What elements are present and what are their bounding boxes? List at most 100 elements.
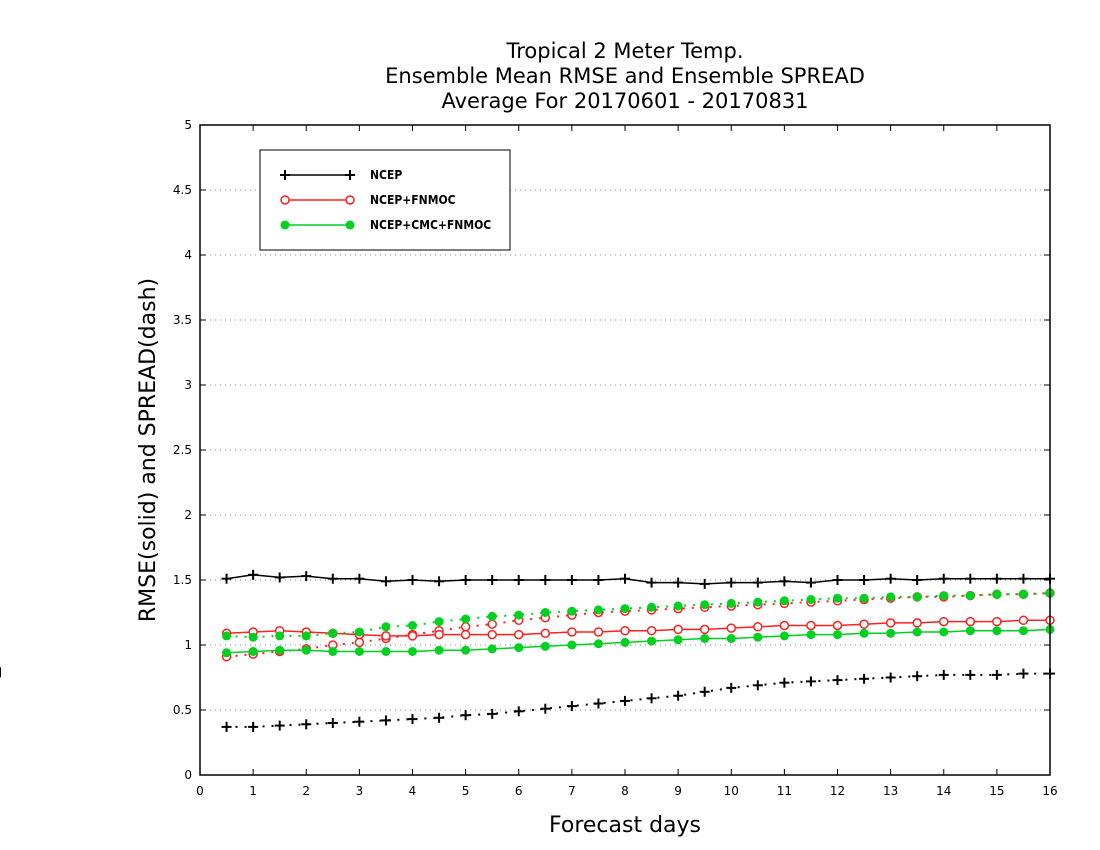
rmse-point [354, 573, 365, 584]
rmse-line [226, 574, 1050, 585]
rmse-point [806, 630, 816, 640]
rmse-point [833, 630, 842, 640]
y-tick-label: 3.5 [173, 313, 192, 327]
rmse-point [647, 636, 657, 646]
rmse-point [646, 577, 657, 588]
rmse-line [226, 628, 1051, 654]
spread-point [620, 604, 630, 614]
rmse-point [779, 576, 790, 587]
spread-point [991, 669, 1002, 680]
rmse-point [779, 631, 789, 641]
spread-point [726, 598, 736, 608]
spread-point [938, 669, 949, 680]
spread-point [992, 589, 1002, 599]
spread-point [859, 593, 869, 603]
rmse-point [912, 627, 922, 637]
y-tick-label: 2 [184, 508, 192, 522]
rmse-point [460, 575, 471, 585]
rmse-point [726, 577, 737, 588]
spread-point [593, 698, 604, 709]
rmse-point [673, 635, 683, 645]
rmse-point [753, 622, 763, 632]
rmse-point [434, 576, 445, 587]
rmse-point [912, 575, 923, 585]
legend-marker-end [345, 170, 355, 180]
x-tick-label: 4 [409, 784, 417, 798]
rmse-point [514, 629, 524, 640]
spread-point [779, 596, 789, 606]
rmse-point [779, 620, 790, 631]
legend-label: NCEP+FNMOC [370, 193, 456, 207]
rmse-point [460, 629, 471, 640]
rmse-point [699, 578, 710, 589]
x-tick-label: 1 [249, 784, 257, 798]
spread-point [540, 703, 551, 714]
spread-point [327, 718, 338, 728]
spread-line [226, 672, 1050, 728]
x-tick-label: 15 [989, 784, 1004, 798]
rmse-point [620, 573, 630, 584]
spread-point [859, 673, 870, 684]
rmse-point [965, 626, 975, 636]
spread-point [673, 690, 684, 701]
spread-point [912, 592, 922, 602]
rmse-point [1018, 615, 1029, 626]
rmse-point [886, 628, 896, 638]
spread-point [513, 706, 524, 717]
spread-point [222, 631, 232, 641]
spread-point [301, 631, 311, 641]
rmse-point [301, 571, 312, 582]
spread-point [753, 597, 763, 607]
y-tick-label: 1.5 [173, 573, 192, 587]
spread-point [886, 592, 896, 602]
rmse-point [726, 634, 736, 643]
rmse-point [805, 577, 816, 588]
x-tick-label: 3 [356, 784, 364, 798]
rmse-point [222, 648, 232, 658]
series-ncep-fnmoc [221, 588, 1055, 662]
rmse-point [248, 647, 258, 656]
rmse-point [726, 623, 736, 633]
legend-marker-start [280, 195, 290, 205]
rmse-point [487, 644, 497, 654]
rmse-point [885, 618, 896, 628]
spread-point [699, 686, 710, 697]
chart-title-line-1: Tropical 2 Meter Temp. [505, 39, 743, 63]
rmse-point [461, 645, 471, 655]
spread-point [965, 591, 975, 601]
y-tick-label: 4 [184, 248, 192, 262]
series-group [0, 569, 1055, 732]
x-tick-label: 12 [830, 784, 845, 798]
x-tick-label: 5 [462, 784, 470, 798]
rmse-point [965, 573, 976, 584]
spread-point [566, 701, 577, 712]
y-tick-label: 2.5 [173, 443, 192, 457]
spread-point [833, 593, 842, 603]
rmse-point [859, 619, 869, 629]
spread-point [380, 715, 391, 726]
spread-point [381, 622, 391, 632]
rmse-point [939, 627, 949, 637]
spread-point [248, 632, 258, 642]
rmse-point [646, 625, 657, 636]
rmse-point [620, 625, 630, 636]
rmse-point [567, 640, 577, 650]
rmse-point [992, 616, 1002, 627]
spread-point [487, 611, 497, 621]
rmse-point [540, 628, 551, 639]
legend-marker-end [345, 220, 355, 230]
spread-point [567, 606, 577, 616]
spread-point [514, 610, 524, 620]
y-tick-label: 0.5 [173, 703, 192, 717]
rmse-point [885, 573, 896, 584]
legend-marker-start [280, 170, 290, 180]
rmse-point [540, 575, 551, 585]
rmse-point [593, 639, 603, 649]
rmse-point [513, 575, 524, 585]
legend-item: NCEP+CMC+FNMOC [280, 218, 491, 232]
y-axis-title: RMSE(solid) and SPREAD(dash) [136, 278, 161, 622]
spread-point [805, 676, 816, 687]
rmse-point [328, 647, 338, 656]
rmse-point [832, 575, 843, 585]
spread-point [885, 672, 896, 683]
